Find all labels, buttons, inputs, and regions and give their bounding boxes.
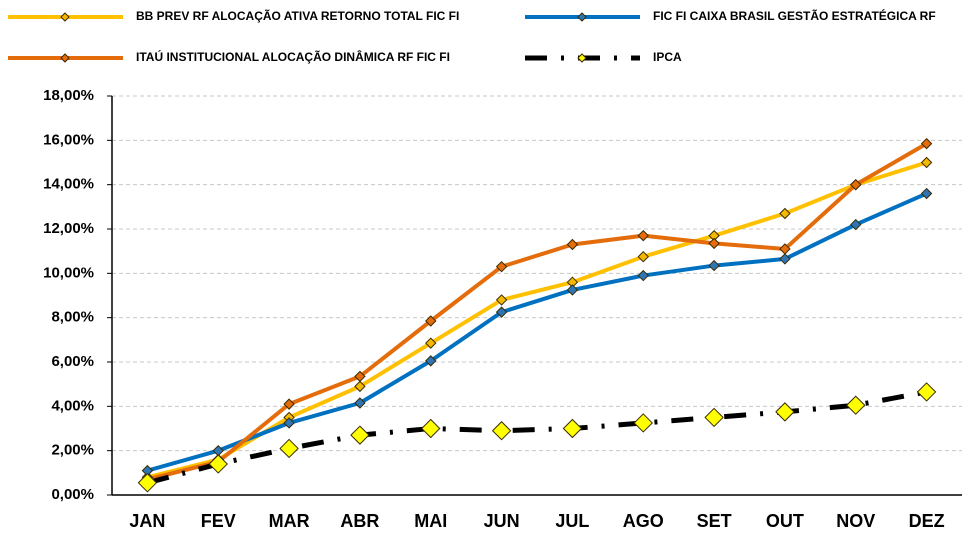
x-tick-label: MAR [269, 511, 310, 531]
y-tick-label: 10,00% [43, 264, 94, 281]
marker [350, 425, 370, 445]
y-tick-label: 6,00% [51, 353, 94, 370]
legend-label: BB PREV RF ALOCAÇÃO ATIVA RETORNO TOTAL … [136, 8, 459, 23]
marker [920, 156, 933, 169]
marker [566, 284, 579, 296]
marker [425, 315, 437, 327]
x-tick-label: OUT [766, 511, 804, 531]
marker [637, 269, 649, 282]
y-tick-label: 4,00% [51, 397, 94, 414]
marker [208, 454, 228, 474]
legend-marker [577, 12, 587, 22]
y-tick-label: 0,00% [51, 486, 94, 503]
y-tick-label: 14,00% [43, 176, 94, 193]
marker [850, 178, 862, 191]
marker [633, 413, 653, 433]
marker [354, 370, 366, 383]
marker [637, 229, 649, 242]
marker [495, 294, 508, 306]
marker [354, 397, 366, 409]
x-tick-label: SET [697, 511, 732, 531]
marker [562, 418, 583, 439]
marker [920, 137, 933, 150]
marker [775, 402, 795, 422]
marker [283, 417, 295, 429]
marker [279, 438, 299, 459]
x-tick-label: AGO [623, 511, 664, 531]
x-tick-label: JAN [129, 511, 165, 531]
x-tick-label: JUL [555, 511, 589, 531]
marker [779, 207, 791, 220]
marker [708, 259, 720, 272]
series-line [146, 160, 928, 480]
x-tick-label: FEV [201, 511, 236, 531]
legend-marker [60, 53, 70, 63]
x-tick-label: ABR [340, 511, 379, 531]
marker [779, 243, 791, 255]
marker [491, 421, 512, 441]
marker [495, 260, 508, 273]
y-tick-label: 2,00% [51, 442, 94, 459]
marker [779, 253, 791, 265]
legend-label: IPCA [653, 50, 682, 64]
x-tick-label: DEZ [909, 511, 945, 531]
x-tick-label: JUN [484, 511, 520, 531]
marker [704, 407, 724, 428]
series-line [146, 141, 928, 482]
y-tick-label: 16,00% [43, 131, 94, 148]
x-tick-label: NOV [836, 511, 875, 531]
marker [708, 237, 720, 250]
marker [354, 380, 366, 393]
marker [495, 306, 508, 318]
x-tick-label: MAI [414, 511, 447, 531]
marker [421, 418, 441, 439]
marker [846, 395, 866, 415]
legend-label: FIC FI CAIXA BRASIL GESTÃO ESTRATÉGICA R… [653, 8, 936, 23]
marker [137, 473, 158, 493]
series-line [146, 389, 928, 486]
marker [850, 218, 862, 231]
marker [566, 238, 579, 251]
legend-marker [60, 12, 70, 22]
y-tick-label: 12,00% [43, 220, 94, 237]
marker [425, 355, 437, 367]
marker [283, 398, 295, 410]
y-tick-label: 8,00% [51, 309, 94, 326]
y-tick-label: 18,00% [43, 87, 94, 104]
legend-label: ITAÚ INSTITUCIONAL ALOCAÇÃO DINÂMICA RF … [136, 49, 450, 64]
marker [637, 251, 649, 263]
marker [920, 187, 933, 200]
legend-marker [577, 53, 587, 63]
marker [916, 382, 937, 402]
series-line [146, 191, 928, 473]
marker [425, 337, 437, 349]
